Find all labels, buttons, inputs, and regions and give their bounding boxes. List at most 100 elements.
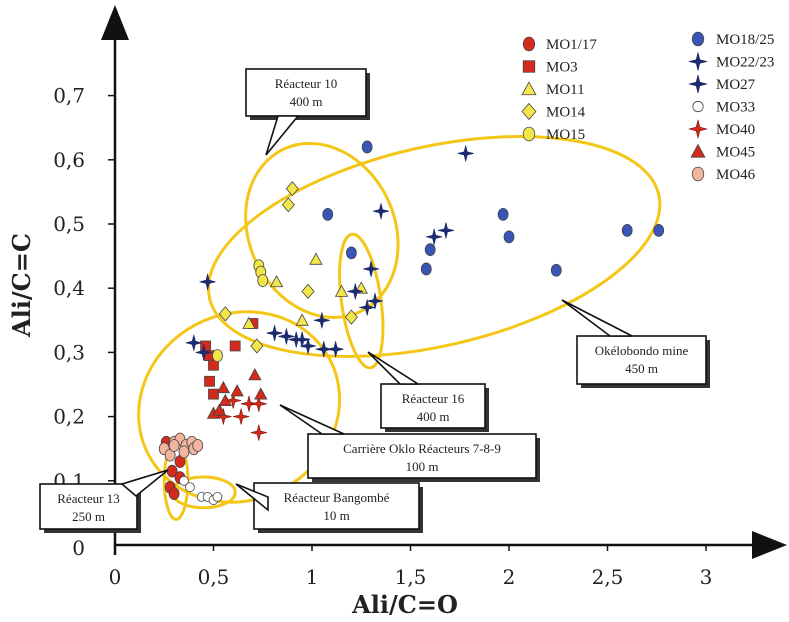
point-mo18-25 bbox=[550, 263, 562, 277]
legend-item-mo33: MO33 bbox=[692, 100, 755, 116]
ellipse-reacteur-10 bbox=[244, 141, 400, 320]
y-tick-label: 0,2 bbox=[53, 405, 85, 429]
legend-marker-mo46 bbox=[691, 166, 705, 182]
point-mo27 bbox=[195, 344, 212, 361]
point-mo40 bbox=[250, 424, 267, 441]
callout-okelobondo: Okélobondo mine 450 m bbox=[561, 299, 710, 388]
point-mo22-23 bbox=[372, 203, 390, 220]
point-mo45 bbox=[218, 393, 232, 406]
y-tick-label: 0 bbox=[72, 536, 85, 560]
x-tick-label: 0,5 bbox=[198, 565, 230, 589]
callout-title: Réacteur 10 bbox=[275, 76, 337, 91]
point-mo40 bbox=[225, 392, 242, 409]
point-mo46 bbox=[192, 439, 204, 452]
legend-marker-mo27 bbox=[688, 74, 708, 94]
point-mo33 bbox=[184, 482, 195, 493]
point-mo14 bbox=[250, 338, 264, 354]
axis-ticks: 0 0,5 1 1,5 2 2,5 300,10,20,30,40,50,60,7 bbox=[53, 84, 712, 589]
callout-detail: 400 m bbox=[290, 94, 323, 109]
callouts: Réacteur 10 400 m Okélobondo mine 450 m Réac… bbox=[39, 68, 710, 533]
callout-title: Carrière Oklo Réacteurs 7-8-9 bbox=[343, 441, 501, 456]
point-mo18-25 bbox=[345, 246, 357, 260]
legend-marker-mo45 bbox=[690, 143, 706, 158]
callout-pointer bbox=[279, 404, 345, 435]
point-mo11 bbox=[334, 284, 349, 297]
point-mo22-23 bbox=[426, 228, 443, 245]
legend-label-mo15: MO15 bbox=[546, 127, 585, 143]
point-mo46 bbox=[168, 439, 180, 452]
point-mo11 bbox=[242, 316, 256, 329]
callout-carriere-oklo: Carrière Oklo Réacteurs 7-8-9 100 m bbox=[279, 404, 540, 482]
y-tick-label: 0,5 bbox=[53, 212, 85, 236]
legend-marker-mo33 bbox=[692, 100, 704, 113]
point-mo27 bbox=[347, 283, 364, 300]
point-mo3 bbox=[208, 359, 219, 371]
legend-marker-mo11 bbox=[521, 81, 537, 96]
point-mo3 bbox=[229, 340, 241, 352]
point-mo18-25 bbox=[503, 230, 515, 244]
point-mo1-17 bbox=[168, 487, 180, 501]
legend-label-mo11: MO11 bbox=[546, 82, 585, 98]
legend-item-mo22-23: MO22/23 bbox=[688, 52, 774, 71]
y-tick-label: 0,4 bbox=[53, 276, 85, 300]
callout-title: Réacteur Bangombé bbox=[284, 490, 390, 505]
x-axis-arrowhead bbox=[752, 531, 787, 559]
legend-item-mo3: MO3 bbox=[522, 60, 578, 76]
point-mo46 bbox=[178, 445, 190, 459]
legend-label-mo3: MO3 bbox=[546, 60, 578, 76]
point-mo14 bbox=[281, 197, 295, 213]
point-mo27 bbox=[366, 292, 384, 310]
data-points bbox=[158, 140, 665, 505]
point-mo27 bbox=[278, 328, 295, 345]
callout-bangombe: Réacteur Bangombé 10 m bbox=[235, 482, 423, 533]
y-tick-label: 0,3 bbox=[53, 340, 85, 364]
callout-pointer bbox=[561, 299, 633, 337]
point-mo27 bbox=[300, 337, 317, 355]
y-tick-label: 0,7 bbox=[53, 84, 85, 108]
callout-pointer bbox=[265, 115, 300, 156]
callout-box bbox=[576, 335, 707, 385]
point-mo40 bbox=[240, 395, 258, 412]
point-mo22-23 bbox=[313, 312, 330, 329]
callout-reacteur-10: Réacteur 10 400 m bbox=[245, 68, 370, 156]
point-mo18-25 bbox=[424, 243, 436, 257]
legend-label-mo14: MO14 bbox=[546, 105, 586, 121]
point-mo45 bbox=[212, 403, 227, 416]
x-tick-label: 0 bbox=[109, 565, 122, 589]
legend-item-mo14: MO14 bbox=[521, 102, 586, 121]
point-mo18-25 bbox=[420, 262, 432, 276]
legend-item-mo40: MO40 bbox=[688, 119, 755, 139]
point-mo11 bbox=[269, 274, 284, 288]
point-mo18-25 bbox=[361, 140, 373, 154]
point-mo22-23 bbox=[199, 273, 216, 290]
point-mo22-23 bbox=[359, 299, 376, 316]
x-axis-label: Ali/C=O bbox=[351, 590, 458, 619]
y-axis-arrowhead bbox=[101, 5, 129, 40]
legend-item-mo11: MO11 bbox=[521, 81, 585, 98]
point-mo14 bbox=[301, 283, 315, 300]
legend-item-mo46: MO46 bbox=[691, 166, 756, 183]
callout-detail: 400 m bbox=[417, 409, 450, 424]
point-mo40 bbox=[250, 395, 267, 412]
legend-item-mo1-17: MO1/17 bbox=[522, 36, 597, 53]
legend-label-mo1-17: MO1/17 bbox=[546, 37, 597, 53]
callout-pointer bbox=[235, 483, 269, 512]
point-mo22-23 bbox=[457, 145, 474, 162]
point-mo18-25 bbox=[621, 224, 633, 237]
point-mo45 bbox=[230, 384, 244, 397]
ellipse-reacteur-16 bbox=[338, 232, 385, 370]
legend: MO1/17 MO3 MO11 MO14 MO15 MO18/25 MO22/23 MO27 M… bbox=[521, 31, 774, 183]
point-mo18-25 bbox=[497, 207, 509, 221]
legend-item-mo45: MO45 bbox=[690, 143, 755, 161]
point-mo22-23 bbox=[327, 341, 344, 358]
point-mo22-23 bbox=[288, 331, 305, 348]
legend-label-mo40: MO40 bbox=[716, 122, 755, 138]
callout-box bbox=[245, 68, 367, 117]
point-mo33 bbox=[179, 475, 189, 486]
point-mo18-25 bbox=[653, 224, 665, 237]
point-mo45 bbox=[248, 368, 262, 381]
point-mo45 bbox=[216, 380, 231, 394]
y-tick-label: 0,6 bbox=[53, 148, 85, 172]
x-tick-label: 1,5 bbox=[395, 565, 427, 589]
